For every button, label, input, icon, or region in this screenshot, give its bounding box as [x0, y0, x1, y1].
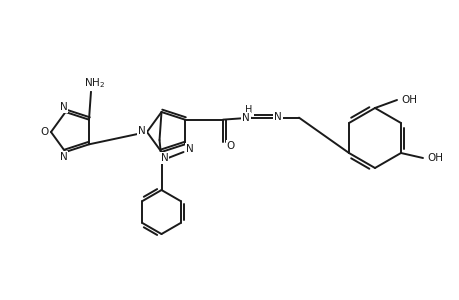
Text: N: N	[186, 144, 193, 154]
Text: NH$_2$: NH$_2$	[84, 76, 105, 90]
Text: H: H	[245, 105, 252, 115]
Text: N: N	[160, 153, 168, 163]
Text: N: N	[274, 112, 281, 122]
Text: O: O	[226, 141, 235, 151]
Text: OH: OH	[400, 95, 416, 105]
Text: N: N	[60, 102, 67, 112]
Text: N: N	[138, 126, 146, 136]
Text: N: N	[60, 152, 67, 162]
Text: OH: OH	[426, 153, 442, 163]
Text: N: N	[241, 113, 249, 123]
Text: N: N	[158, 153, 166, 163]
Text: O: O	[41, 127, 49, 137]
